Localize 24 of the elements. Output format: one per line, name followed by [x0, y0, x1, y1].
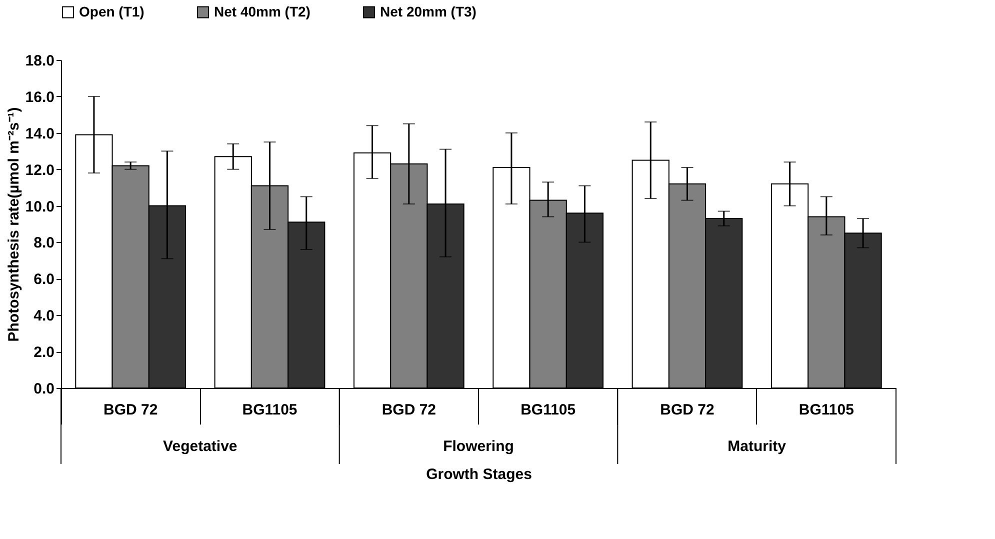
y-tick-label: 6.0 — [34, 271, 54, 288]
legend-label: Net 40mm (T2) — [214, 3, 310, 20]
legend-label: Open (T1) — [79, 3, 144, 20]
y-tick-label: 8.0 — [34, 234, 54, 252]
legend-label: Net 20mm (T3) — [380, 3, 476, 20]
y-tick-label: 2.0 — [34, 344, 54, 362]
y-tick-label: 4.0 — [34, 308, 54, 325]
y-tick-label: 16.0 — [25, 88, 54, 106]
x-tick-label: BGD 72 — [382, 402, 436, 418]
text: Maturity — [728, 438, 787, 455]
y-axis-title: Photosynthesis rate(µmol m⁻²s⁻¹) — [5, 107, 22, 342]
x-tick-label: BG1105 — [798, 402, 854, 418]
text: Flowering — [443, 438, 514, 455]
x-tick-label: BGD 72 — [660, 402, 714, 418]
y-tick-label: 0.0 — [34, 380, 54, 398]
y-tick-label: 10.0 — [25, 198, 54, 216]
x-axis-title: Growth Stages — [426, 466, 532, 483]
x-tick-label: BGD 72 — [103, 402, 158, 418]
y-tick-label: 12.0 — [25, 162, 54, 179]
x-tick-label: BG1105 — [520, 402, 576, 418]
text: Vegetative — [163, 438, 238, 455]
x-tick-label: BG1105 — [242, 402, 298, 418]
y-tick-label: 18.0 — [25, 52, 54, 70]
y-tick-label: 14.0 — [25, 125, 54, 142]
